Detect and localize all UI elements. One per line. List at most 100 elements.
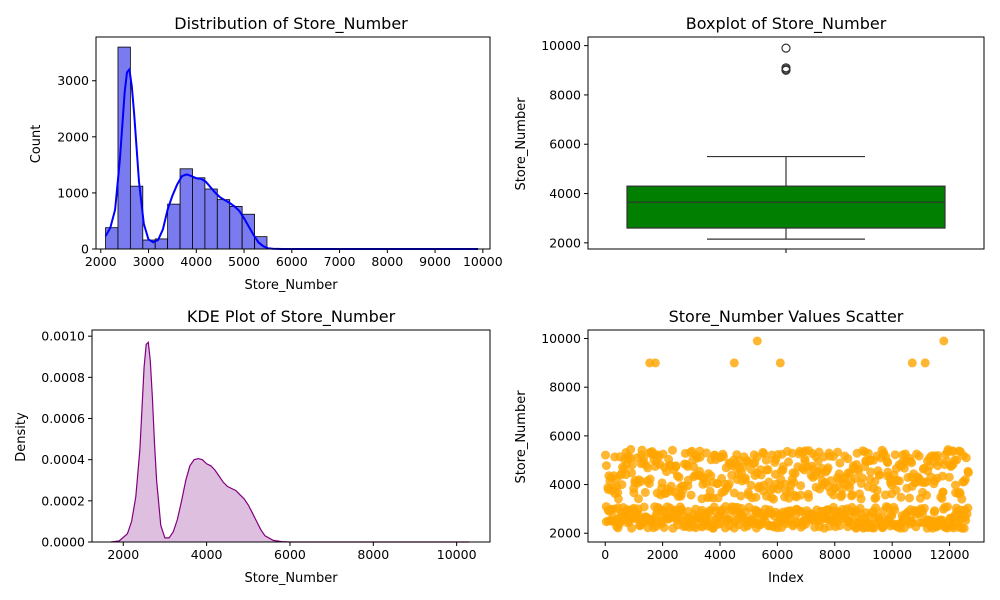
kde-panel: KDE Plot of Store_Number Store_Number De… [14,307,491,586]
boxplot-box [626,185,946,229]
scatter-point [959,523,969,533]
scatter-point [938,471,947,481]
histogram-title: Distribution of Store_Number [174,14,408,34]
scatter-point [668,445,677,455]
boxplot-axes: 2000 4000 6000 8000 10000 [541,38,787,253]
boxplot-body [626,43,946,240]
scatter-panel: Store_Number Values Scatter Index Store_… [514,307,985,586]
scatter-point [796,490,806,500]
scatter-point [650,358,660,368]
scatter-point [762,465,772,475]
boxplot-panel: Boxplot of Store_Number Store_Number 200… [514,14,985,253]
scatter-point [769,494,778,504]
scatter-point [796,481,806,491]
boxplot-ytick-label: 4000 [549,186,581,201]
kde-xlabel: Store_Number [244,571,338,586]
scatter-point [724,479,734,489]
scatter-point [905,493,914,503]
kde-line [110,340,470,543]
scatter-point [764,477,774,487]
scatter-point [626,453,635,463]
histogram-xtick-label: 2000 [85,254,117,269]
scatter-point [919,503,929,513]
histogram-panel: Distribution of Store_Number Store_Numbe… [29,14,503,293]
scatter-point [671,461,681,471]
scatter-point [829,490,839,500]
histogram-xtick-label: 4000 [180,254,212,269]
scatter-xlabel: Index [768,571,804,586]
scatter-point [645,474,655,484]
scatter-point [957,494,967,504]
histogram-ytick-label: 0 [81,242,89,257]
scatter-point [914,451,924,461]
scatter-point [870,477,880,486]
scatter-point [746,480,756,490]
boxplot-ytick-label: 10000 [541,38,581,53]
histogram-ylabel: Count [29,125,44,164]
scatter-point [626,444,636,454]
scatter-point [639,502,649,512]
scatter-point [759,448,769,458]
scatter-frame [587,329,985,543]
scatter-point [830,483,840,493]
scatter-point [872,485,882,495]
histogram-kde-line [104,67,479,250]
scatter-ytick-label: 2000 [549,526,581,541]
kde-ytick-label: 0.0010 [41,329,85,344]
scatter-point [756,470,766,480]
scatter-point [634,494,643,504]
scatter-point [843,454,853,464]
scatter-point [751,492,761,502]
scatter-point [627,460,637,470]
scatter-point [643,463,653,473]
histogram-xtick-label: 8000 [371,254,403,269]
scatter-point [890,450,900,460]
scatter-point [863,448,873,458]
scatter-point [939,336,949,346]
scatter-point [752,336,762,346]
boxplot-ytick-label: 8000 [549,87,581,102]
kde-xtick-label: 10000 [437,547,477,562]
histogram-xtick-label: 6000 [276,254,308,269]
scatter-point [613,494,623,504]
histogram-ytick-label: 3000 [57,73,89,88]
scatter-point [729,358,739,368]
histogram-axes: 2000 3000 4000 5000 6000 7000 8000 9000 10000 0 10… [57,73,503,269]
scatter-point [963,468,973,478]
scatter-point [659,523,669,532]
histogram-bar [216,199,231,250]
scatter-ylabel: Store_Number [514,390,529,484]
scatter-point [787,448,797,458]
histogram-bar [204,188,218,250]
histogram-xlabel: Store_Number [244,278,338,293]
scatter-point [962,509,972,519]
scatter-point [823,463,833,473]
scatter-point [790,469,800,479]
scatter-point [871,503,881,513]
scatter-point [718,452,728,462]
scatter-point [686,490,696,500]
scatter-xtick-label: 4000 [704,547,736,562]
kde-ytick-label: 0.0002 [41,493,85,508]
histogram-xtick-label: 5000 [228,254,260,269]
scatter-point [894,476,904,486]
scatter-title: Store_Number Values Scatter [669,307,904,327]
histogram-bar [167,203,181,250]
boxplot-ylabel: Store_Number [514,97,529,191]
scatter-point [890,505,900,515]
kde-ylabel: Density [14,412,29,462]
kde-frame [91,329,491,543]
scatter-point [674,472,684,482]
scatter-point [627,468,636,478]
scatter-point [960,475,970,485]
scatter-point [866,467,876,477]
scatter-point [637,445,647,455]
boxplot-ytick-label: 6000 [549,137,581,152]
scatter-xtick-label: 12000 [930,547,970,562]
scatter-point [833,447,843,457]
scatter-point [943,502,952,512]
scatter-point [891,485,901,495]
scatter-point [952,455,962,465]
scatter-point [736,491,746,501]
